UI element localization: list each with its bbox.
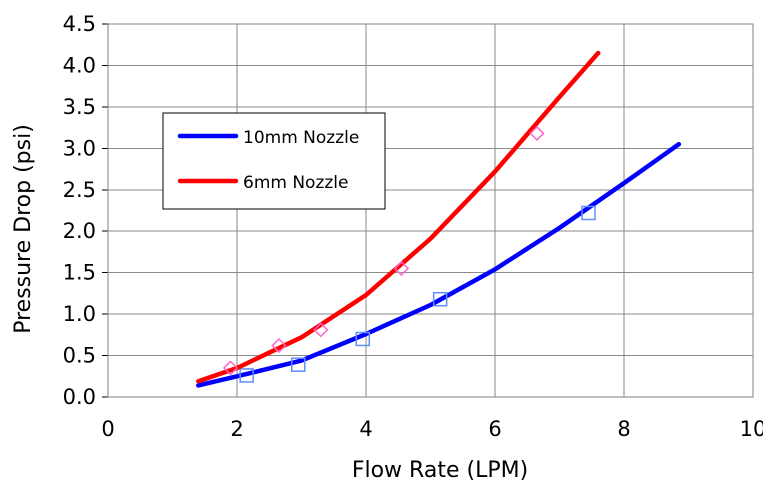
x-tick-label: 6 <box>488 417 501 441</box>
series-line-6mm-nozzle <box>196 50 601 384</box>
x-tick-label: 10 <box>740 417 763 441</box>
y-tick-label: 2.0 <box>63 219 96 243</box>
series-layer <box>196 50 682 388</box>
legend-label-10mm-nozzle: 10mm Nozzle <box>243 128 359 148</box>
data-point-10mm-nozzle <box>581 205 596 221</box>
y-tick-label: 2.5 <box>63 178 96 202</box>
y-tick-label: 1.0 <box>63 302 96 326</box>
data-point-10mm-nozzle <box>355 331 371 347</box>
y-tick-label: 1.5 <box>63 261 96 285</box>
data-point-6mm-nozzle <box>393 260 410 277</box>
x-tick-label: 2 <box>230 417 243 441</box>
x-tick-label: 4 <box>359 417 372 441</box>
data-point-6mm-nozzle <box>271 338 287 354</box>
y-tick-label: 3.5 <box>63 95 96 119</box>
y-axis-title: Pressure Drop (psi) <box>11 124 36 334</box>
data-point-10mm-nozzle <box>432 291 448 307</box>
plot-border <box>107 23 754 398</box>
data-point-6mm-nozzle <box>222 360 239 376</box>
grid-layer <box>107 23 754 398</box>
x-axis-title: Flow Rate (LPM) <box>352 458 528 483</box>
legend-label-6mm-nozzle: 6mm Nozzle <box>243 173 349 193</box>
data-point-6mm-nozzle <box>529 125 545 141</box>
series-line-10mm-nozzle <box>196 141 682 388</box>
x-tick-label: 8 <box>617 417 630 441</box>
data-point-10mm-nozzle <box>239 368 254 383</box>
y-tick-label: 3.0 <box>63 136 96 160</box>
data-point-10mm-nozzle <box>291 357 306 372</box>
axes-layer: 0 2 4 6 8 10 0.0 0.5 1.0 1.5 2.0 2.5 3.0 3.5 4.0 4.5 <box>63 12 763 441</box>
legend-box <box>162 112 386 210</box>
data-point-6mm-nozzle <box>313 322 329 338</box>
legend-layer: 10mm Nozzle 6mm Nozzle <box>162 112 386 210</box>
x-tick-label: 0 <box>101 417 114 441</box>
y-tick-label: 4.5 <box>63 12 96 36</box>
y-tick-label: 0.5 <box>63 344 96 368</box>
plot-area <box>108 24 753 397</box>
y-tick-label: 0.0 <box>63 385 96 409</box>
y-tick-label: 4.0 <box>63 53 96 77</box>
